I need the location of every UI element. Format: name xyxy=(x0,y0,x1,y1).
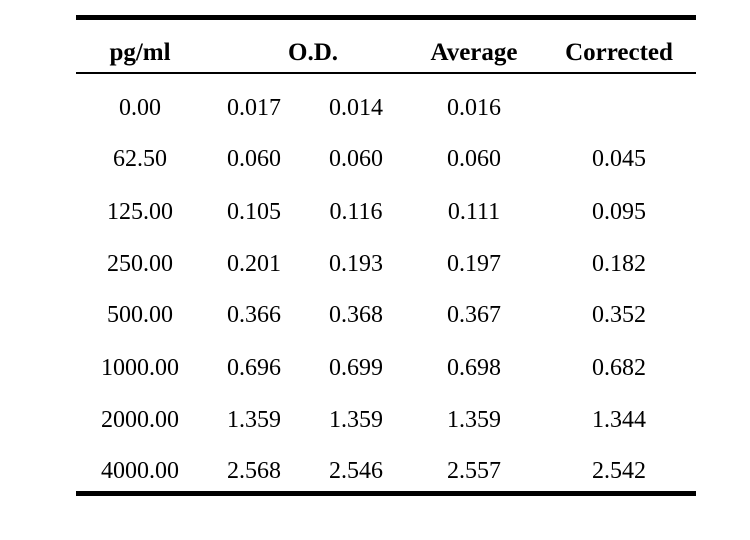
cell-average: 0.367 xyxy=(447,302,501,328)
cell-average: 0.111 xyxy=(447,199,501,225)
cell-concentration: 125.00 xyxy=(107,199,173,225)
cell-od1: 0.696 xyxy=(227,355,281,381)
cell-od1: 0.017 xyxy=(227,95,281,121)
header-od: O.D. xyxy=(288,39,338,66)
cell-corrected: 0.045 xyxy=(592,146,646,172)
cell-concentration: 250.00 xyxy=(107,251,173,277)
cell-od1: 1.359 xyxy=(227,407,281,433)
cell-od2: 0.116 xyxy=(329,199,383,225)
cell-od1: 0.201 xyxy=(227,251,281,277)
cell-average: 0.016 xyxy=(447,95,501,121)
cell-od2: 0.193 xyxy=(329,251,383,277)
cell-corrected: 0.682 xyxy=(592,355,646,381)
table-bottom-rule xyxy=(76,491,696,496)
cell-concentration: 62.50 xyxy=(113,146,167,172)
cell-od2: 1.359 xyxy=(329,407,383,433)
cell-concentration: 2000.00 xyxy=(101,407,179,433)
cell-od2: 0.060 xyxy=(329,146,383,172)
cell-corrected: 0.352 xyxy=(592,302,646,328)
cell-average: 0.060 xyxy=(447,146,501,172)
cell-corrected: 0.095 xyxy=(592,199,646,225)
cell-od2: 2.546 xyxy=(329,458,383,484)
cell-od2: 0.368 xyxy=(329,302,383,328)
cell-od1: 0.060 xyxy=(227,146,281,172)
cell-od2: 0.014 xyxy=(329,95,383,121)
table-top-rule xyxy=(76,15,696,20)
cell-od1: 0.105 xyxy=(227,199,281,225)
cell-corrected: 1.344 xyxy=(592,407,646,433)
cell-average: 0.197 xyxy=(447,251,501,277)
cell-concentration: 500.00 xyxy=(107,302,173,328)
cell-average: 1.359 xyxy=(447,407,501,433)
cell-concentration: 4000.00 xyxy=(101,458,179,484)
header-concentration: pg/ml xyxy=(109,39,171,66)
header-corrected: Corrected xyxy=(565,39,673,66)
cell-od1: 2.568 xyxy=(227,458,281,484)
cell-concentration: 0.00 xyxy=(119,95,161,121)
header-average: Average xyxy=(430,39,518,66)
cell-concentration: 1000.00 xyxy=(101,355,179,381)
cell-od1: 0.366 xyxy=(227,302,281,328)
cell-corrected: 0.182 xyxy=(592,251,646,277)
cell-od2: 0.699 xyxy=(329,355,383,381)
cell-average: 0.698 xyxy=(447,355,501,381)
header-rule xyxy=(76,72,696,74)
cell-average: 2.557 xyxy=(447,458,501,484)
cell-corrected: 2.542 xyxy=(592,458,646,484)
